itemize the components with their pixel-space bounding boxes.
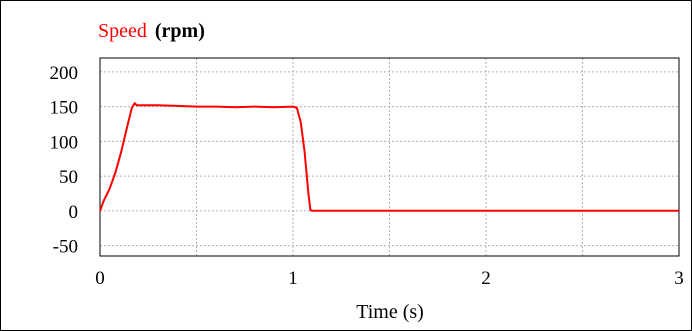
x-tick-label: 3 — [674, 268, 684, 289]
x-tick-label: 2 — [481, 268, 491, 289]
series-line-speed — [99, 102, 679, 212]
y-tick-label: 150 — [50, 98, 79, 119]
grid — [100, 58, 679, 256]
y-tick-label: 100 — [50, 132, 79, 153]
chart-title: Speed (rpm) — [98, 20, 205, 42]
x-axis-ticks: 0 1 2 3 — [95, 268, 684, 289]
y-tick-label: 0 — [69, 202, 79, 223]
series — [99, 102, 679, 212]
y-tick-label: -50 — [53, 237, 78, 258]
plot-area — [99, 57, 680, 257]
title-unit-label: (rpm) — [155, 20, 205, 42]
x-tick-label: 1 — [288, 268, 298, 289]
x-axis-title: Time (s) — [356, 301, 424, 323]
y-tick-label: 200 — [50, 63, 79, 84]
y-tick-label: 50 — [59, 167, 78, 188]
x-tick-label: 0 — [95, 268, 105, 289]
y-axis-ticks: 200 150 100 50 0 -50 — [50, 63, 79, 258]
title-series-label: Speed — [98, 20, 147, 42]
